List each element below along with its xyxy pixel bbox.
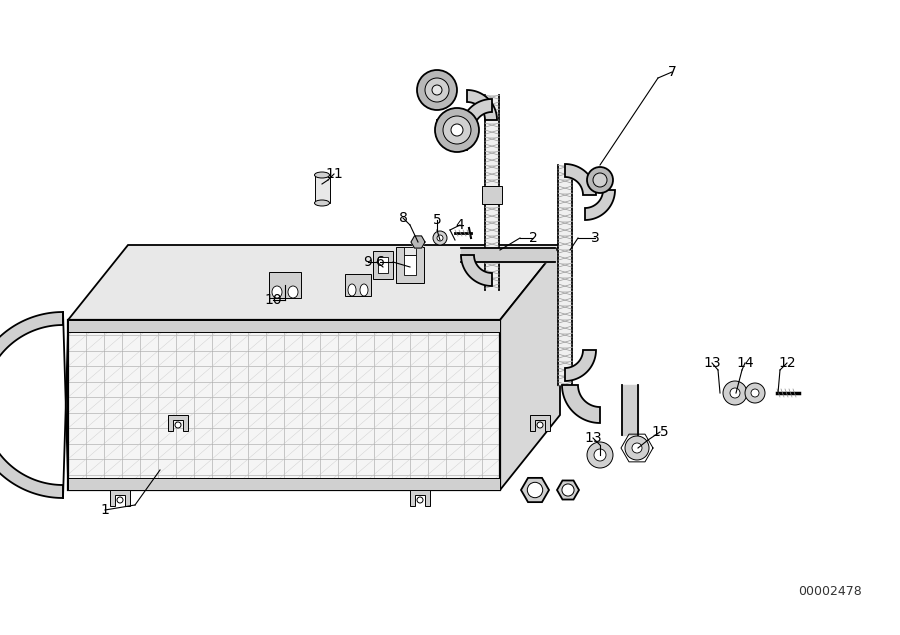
Text: 9: 9 xyxy=(364,255,373,269)
Circle shape xyxy=(443,116,471,144)
Polygon shape xyxy=(68,320,500,490)
Polygon shape xyxy=(410,490,430,506)
Text: 10: 10 xyxy=(265,293,282,307)
Polygon shape xyxy=(467,90,497,120)
Ellipse shape xyxy=(314,172,329,178)
Circle shape xyxy=(594,449,606,461)
Text: 11: 11 xyxy=(325,167,343,181)
Circle shape xyxy=(632,443,642,453)
Polygon shape xyxy=(437,120,467,150)
Polygon shape xyxy=(585,190,615,220)
Circle shape xyxy=(433,231,447,245)
Circle shape xyxy=(117,497,123,503)
Ellipse shape xyxy=(360,284,368,296)
Polygon shape xyxy=(500,245,560,490)
Polygon shape xyxy=(0,312,63,498)
Circle shape xyxy=(730,388,740,398)
Circle shape xyxy=(587,167,613,193)
Ellipse shape xyxy=(272,286,282,298)
Circle shape xyxy=(417,70,457,110)
Polygon shape xyxy=(411,236,425,248)
Polygon shape xyxy=(521,478,549,502)
Bar xyxy=(345,274,371,296)
Polygon shape xyxy=(562,385,600,423)
Text: 5: 5 xyxy=(433,213,441,227)
Text: 00002478: 00002478 xyxy=(798,585,862,598)
Bar xyxy=(404,255,416,275)
Polygon shape xyxy=(461,255,492,286)
Bar xyxy=(558,165,572,385)
Bar xyxy=(485,95,499,290)
Circle shape xyxy=(437,235,443,241)
Bar xyxy=(269,272,301,298)
Polygon shape xyxy=(68,245,560,320)
Ellipse shape xyxy=(288,286,298,298)
Polygon shape xyxy=(373,251,393,279)
Text: 7: 7 xyxy=(668,65,677,79)
Polygon shape xyxy=(565,164,596,195)
Circle shape xyxy=(527,483,543,498)
Bar xyxy=(482,186,502,204)
Circle shape xyxy=(593,173,607,187)
Circle shape xyxy=(432,85,442,95)
Circle shape xyxy=(537,422,543,428)
Text: 1: 1 xyxy=(101,503,110,517)
Circle shape xyxy=(435,108,479,152)
Polygon shape xyxy=(168,415,188,431)
Circle shape xyxy=(417,497,423,503)
Text: 12: 12 xyxy=(778,356,796,370)
Text: 14: 14 xyxy=(736,356,754,370)
Text: 15: 15 xyxy=(652,425,669,439)
Text: 13: 13 xyxy=(703,356,721,370)
Text: 3: 3 xyxy=(590,231,599,245)
Bar xyxy=(404,247,416,255)
Bar xyxy=(315,175,330,203)
Text: 2: 2 xyxy=(528,231,537,245)
Circle shape xyxy=(562,484,574,496)
Circle shape xyxy=(451,124,463,136)
Polygon shape xyxy=(68,320,500,332)
Polygon shape xyxy=(68,478,500,490)
Text: 8: 8 xyxy=(399,211,408,225)
Circle shape xyxy=(175,422,181,428)
Text: 6: 6 xyxy=(375,255,384,269)
Circle shape xyxy=(587,442,613,468)
Circle shape xyxy=(751,389,759,397)
Polygon shape xyxy=(461,99,492,130)
Ellipse shape xyxy=(348,284,356,296)
Polygon shape xyxy=(565,350,596,381)
Polygon shape xyxy=(396,247,424,283)
Circle shape xyxy=(625,436,649,460)
Polygon shape xyxy=(530,415,550,431)
Text: 13: 13 xyxy=(584,431,602,445)
Circle shape xyxy=(745,383,765,403)
Polygon shape xyxy=(110,490,130,506)
Circle shape xyxy=(425,78,449,102)
Polygon shape xyxy=(557,481,579,500)
Text: 4: 4 xyxy=(455,218,464,232)
Circle shape xyxy=(723,381,747,405)
Ellipse shape xyxy=(314,200,329,206)
Bar xyxy=(378,257,388,273)
